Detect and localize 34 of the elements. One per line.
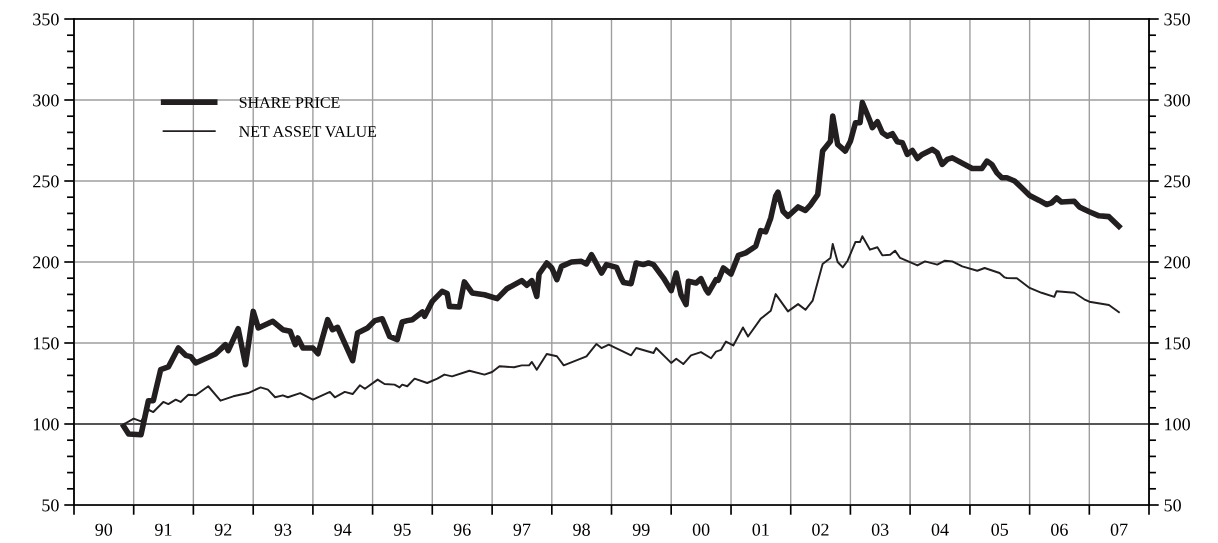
- y-tick-label: 50: [42, 499, 59, 512]
- y2-tick-label: 100: [1165, 418, 1190, 431]
- x-tick-label: 94: [334, 523, 352, 536]
- x-tick-label: 04: [931, 523, 949, 536]
- x-tick-label: 91: [155, 523, 172, 536]
- x-tick-label: 99: [632, 523, 650, 536]
- x-tick-label: 92: [214, 523, 232, 536]
- x-tick-label: 02: [812, 523, 829, 536]
- x-tick-label: 98: [573, 523, 590, 536]
- y-tick-label: 100: [33, 418, 59, 431]
- x-tick-label: 96: [453, 523, 471, 536]
- y-tick-label: 350: [33, 13, 59, 26]
- x-tick-label: 93: [274, 523, 292, 536]
- y2-tick-label: 250: [1164, 175, 1190, 188]
- y2-tick-label: 300: [1164, 94, 1190, 107]
- x-tick-label: 90: [95, 523, 113, 536]
- y2-tick-label: 200: [1164, 256, 1190, 269]
- legend-label: NET ASSET VALUE: [239, 126, 377, 137]
- x-tick-label: 95: [393, 523, 411, 536]
- x-tick-label: 07: [1110, 523, 1128, 536]
- x-tick-label: 97: [513, 523, 531, 536]
- x-tick-label: 01: [752, 523, 769, 536]
- y-tick-label: 250: [33, 175, 59, 188]
- y2-tick-label: 50: [1164, 499, 1181, 512]
- y-tick-label: 300: [33, 94, 59, 107]
- x-tick-label: 00: [692, 523, 710, 536]
- x-tick-label: 05: [991, 523, 1009, 536]
- legend-label: SHARE PRICE: [239, 97, 340, 108]
- y2-tick-label: 150: [1165, 337, 1190, 350]
- y2-tick-label: 350: [1164, 13, 1190, 26]
- x-tick-label: 06: [1051, 523, 1068, 536]
- y-tick-label: 150: [33, 337, 59, 350]
- y-tick-label: 200: [33, 256, 59, 269]
- x-tick-label: 03: [871, 523, 889, 536]
